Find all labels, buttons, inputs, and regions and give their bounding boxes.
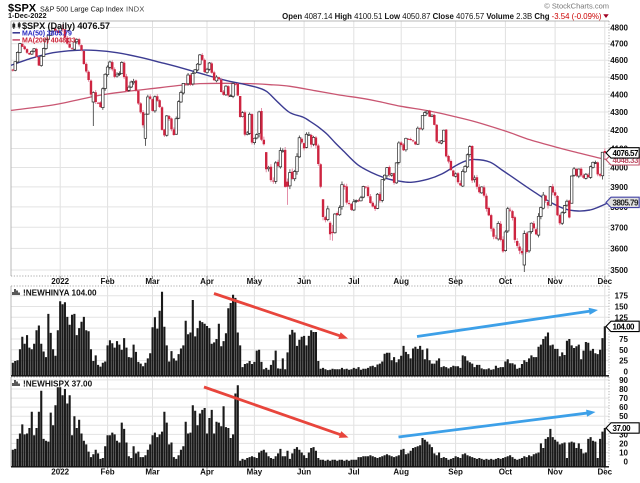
svg-text:© StockCharts.com: © StockCharts.com: [544, 2, 609, 11]
svg-text:175: 175: [615, 292, 629, 301]
svg-text:150: 150: [615, 303, 629, 312]
svg-text:4076.57: 4076.57: [613, 149, 639, 158]
svg-text:104.00: 104.00: [613, 322, 636, 331]
svg-text:Jun: Jun: [297, 468, 311, 477]
svg-text:Feb: Feb: [100, 468, 114, 477]
svg-text:90: 90: [619, 376, 628, 385]
svg-text:3500: 3500: [610, 266, 628, 275]
svg-text:Aug: Aug: [393, 277, 409, 286]
svg-text:Jul: Jul: [348, 468, 360, 477]
svg-text:25: 25: [619, 357, 628, 366]
svg-text:Mar: Mar: [145, 468, 159, 477]
svg-text:Oct: Oct: [499, 468, 513, 477]
svg-text:!NEWHISPX 37.00: !NEWHISPX 37.00: [23, 379, 93, 388]
svg-text:Jul: Jul: [348, 277, 360, 286]
svg-text:Nov: Nov: [548, 277, 564, 286]
svg-text:50: 50: [619, 346, 628, 355]
svg-text:S&P 500 Large Cap Index: S&P 500 Large Cap Index: [40, 5, 124, 14]
svg-text:30: 30: [619, 430, 628, 439]
svg-text:4500: 4500: [610, 73, 628, 82]
svg-text:80: 80: [619, 385, 628, 394]
svg-text:!NEWHINYA 104.00: !NEWHINYA 104.00: [23, 288, 97, 297]
svg-text:MA(50) 3805.79: MA(50) 3805.79: [22, 31, 72, 38]
svg-text:MA(200) 4048.33: MA(200) 4048.33: [22, 38, 76, 45]
svg-text:INDX: INDX: [126, 5, 144, 14]
svg-text:2022: 2022: [51, 277, 69, 286]
svg-text:4000: 4000: [610, 164, 628, 173]
svg-text:Dec: Dec: [597, 277, 612, 286]
svg-text:3805.79: 3805.79: [613, 198, 639, 207]
svg-text:4048.33: 4048.33: [613, 156, 639, 165]
svg-text:70: 70: [619, 394, 628, 403]
svg-text:10: 10: [619, 449, 628, 458]
svg-text:Dec: Dec: [597, 468, 612, 477]
svg-text:0: 0: [624, 367, 629, 376]
svg-text:$SPX: $SPX: [8, 3, 37, 15]
svg-text:37.00: 37.00: [613, 424, 632, 433]
svg-text:125: 125: [615, 313, 629, 322]
svg-text:4800: 4800: [610, 24, 628, 33]
svg-text:75: 75: [619, 335, 628, 344]
svg-text:1-Dec-2022: 1-Dec-2022: [8, 11, 47, 20]
svg-text:$SPX (Daily) 4076.57: $SPX (Daily) 4076.57: [22, 21, 110, 31]
svg-text:4600: 4600: [610, 56, 628, 65]
svg-text:4700: 4700: [610, 40, 628, 49]
svg-text:20: 20: [619, 439, 628, 448]
svg-text:May: May: [247, 277, 263, 286]
svg-text:Sep: Sep: [448, 468, 463, 477]
svg-text:Open 4087.14 High 4100.51 Low: Open 4087.14 High 4100.51 Low 4050.87 Cl…: [282, 12, 602, 21]
svg-text:Jun: Jun: [297, 277, 311, 286]
svg-text:Apr: Apr: [200, 277, 214, 286]
svg-text:Feb: Feb: [100, 277, 114, 286]
svg-text:3700: 3700: [610, 223, 628, 232]
svg-text:Oct: Oct: [499, 277, 513, 286]
svg-text:Aug: Aug: [393, 468, 409, 477]
svg-text:0: 0: [624, 458, 629, 467]
svg-text:Nov: Nov: [548, 468, 564, 477]
svg-text:3900: 3900: [610, 183, 628, 192]
svg-text:Mar: Mar: [145, 277, 159, 286]
svg-text:2022: 2022: [51, 468, 69, 477]
svg-text:60: 60: [619, 403, 628, 412]
svg-text:May: May: [247, 468, 263, 477]
svg-text:4300: 4300: [610, 108, 628, 117]
svg-text:4200: 4200: [610, 126, 628, 135]
svg-text:4400: 4400: [610, 90, 628, 99]
svg-text:Apr: Apr: [200, 468, 214, 477]
svg-text:50: 50: [619, 412, 628, 421]
svg-text:Sep: Sep: [448, 277, 463, 286]
svg-text:3600: 3600: [610, 244, 628, 253]
